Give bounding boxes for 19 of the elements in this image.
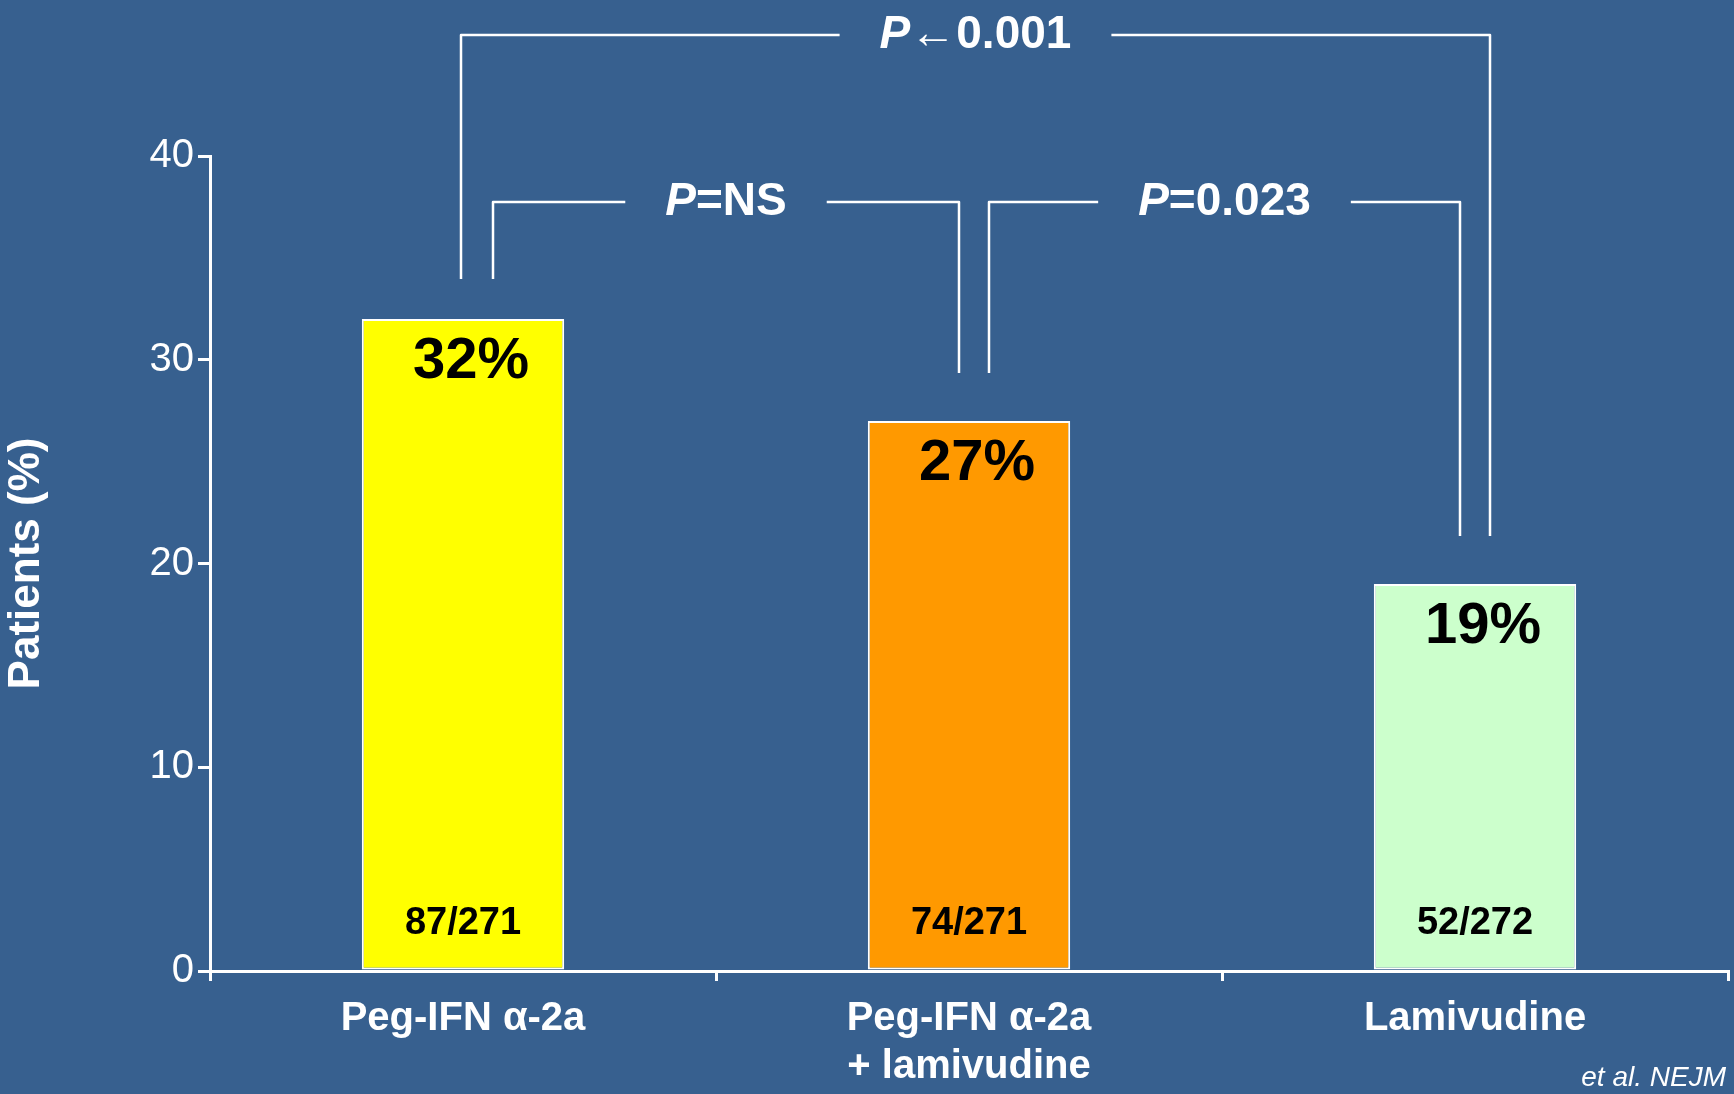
y-axis-title: Patients (%) <box>0 437 48 690</box>
data-label: 32% <box>412 325 530 390</box>
annotation: P=NS <box>665 172 787 225</box>
y-tick-label: 30 <box>149 334 194 379</box>
text: P←0.001 <box>879 5 1072 58</box>
y-tick-label: 20 <box>149 538 194 583</box>
y-tick-label: 0 <box>171 946 194 991</box>
annotation: 74/271 <box>910 900 1028 943</box>
data-label: 19% <box>1424 589 1542 655</box>
x-tick-label: Peg-IFN α-2a + lamivudine <box>846 994 1093 1087</box>
annotation: 87/271 <box>404 900 522 943</box>
annotation: 52/272 <box>1416 900 1534 943</box>
x-tick-label: Lamivudine <box>1363 994 1587 1039</box>
text: et al. NEJM <box>1581 1060 1727 1092</box>
annotation: P=0.023 <box>1138 172 1311 225</box>
x-tick-label: Peg-IFN α-2a <box>340 994 587 1039</box>
y-tick-label: 10 <box>149 742 194 787</box>
data-label: 27% <box>918 426 1036 492</box>
y-tick-label: 40 <box>149 131 194 176</box>
